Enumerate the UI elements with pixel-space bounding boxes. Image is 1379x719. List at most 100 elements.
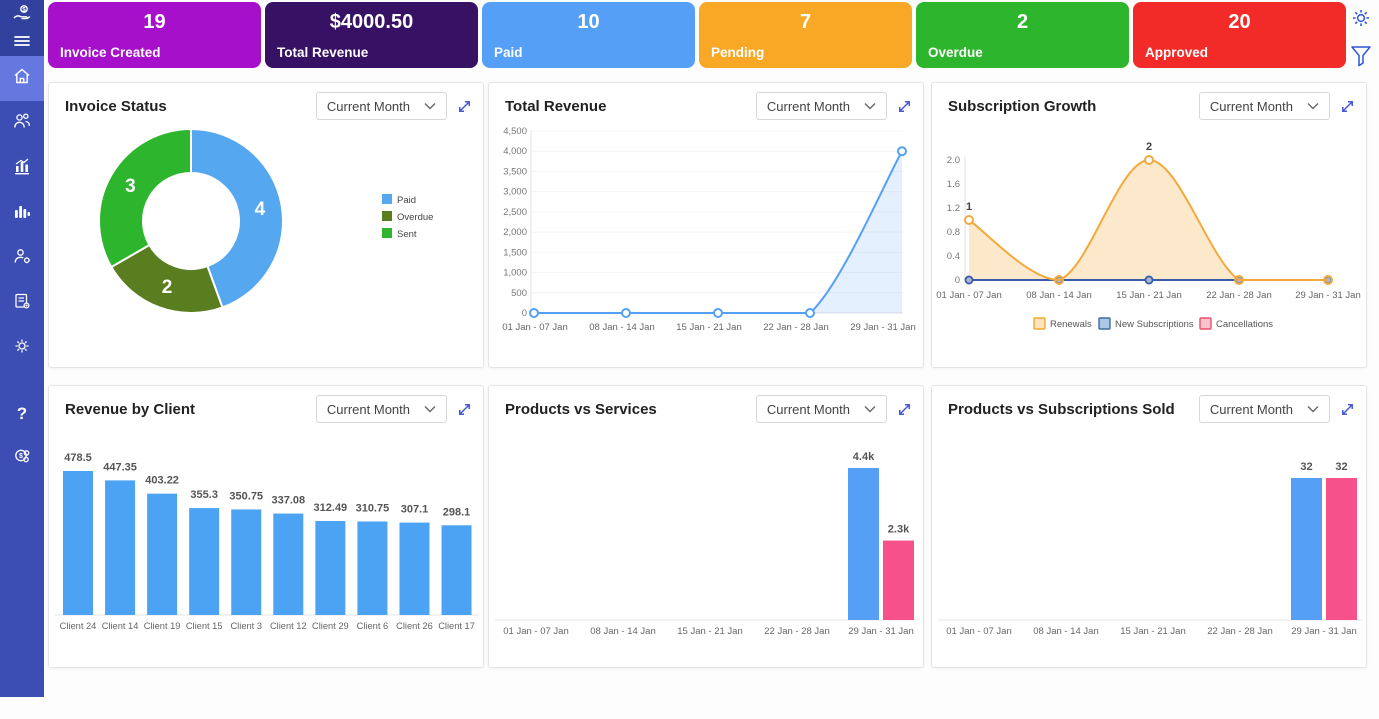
sidebar-item-user-settings[interactable] (0, 236, 44, 281)
svg-text:15 Jan - 21 Jan: 15 Jan - 21 Jan (1116, 290, 1182, 301)
kpi-paid: 10 Paid (482, 2, 695, 68)
svg-text:1.2: 1.2 (947, 203, 960, 214)
svg-text:22 Jan - 28 Jan: 22 Jan - 28 Jan (1206, 290, 1272, 301)
svg-text:15 Jan - 21 Jan: 15 Jan - 21 Jan (1120, 626, 1186, 637)
clients-icon (12, 111, 32, 136)
svg-text:New Subscriptions: New Subscriptions (1115, 319, 1194, 330)
kpi-label: Total Revenue (277, 45, 369, 60)
svg-text:Client 26: Client 26 (396, 621, 433, 631)
timeframe-value: Current Month (1209, 401, 1293, 417)
svg-text:298.1: 298.1 (443, 506, 471, 518)
kpi-overdue: 2 Overdue (916, 2, 1129, 68)
sidebar-item-invoices[interactable] (0, 281, 44, 326)
svg-text:15 Jan - 21 Jan: 15 Jan - 21 Jan (676, 322, 742, 333)
svg-text:2: 2 (162, 277, 173, 298)
svg-text:355.3: 355.3 (190, 489, 218, 501)
svg-text:3,500: 3,500 (503, 166, 527, 177)
subscription-growth-line-chart: 0 0.4 0.8 1.2 1.6 2.0 1 2 01 Jan - 07 Jan 08 Jan … (936, 141, 1361, 330)
analytics-bars-icon (12, 201, 32, 226)
panel-title: Products vs Subscriptions Sold (948, 400, 1175, 418)
svg-text:$: $ (22, 7, 26, 13)
svg-text:2,500: 2,500 (503, 207, 527, 218)
svg-text:403.22: 403.22 (145, 475, 179, 487)
timeframe-select[interactable]: Current Month (755, 92, 887, 120)
svg-text:337.08: 337.08 (271, 495, 305, 507)
revenue-by-client-bar-chart: 478.5 Client 24 447.35 Client 14 403.22 Clien… (55, 452, 479, 631)
chevron-down-icon (424, 406, 436, 413)
svg-text:0.8: 0.8 (947, 227, 960, 238)
svg-text:22 Jan - 28 Jan: 22 Jan - 28 Jan (1207, 626, 1273, 637)
kpi-value: 2 (1016, 11, 1029, 33)
svg-text:Client 29: Client 29 (312, 621, 349, 631)
expand-icon[interactable] (1339, 401, 1356, 418)
sidebar-item-home[interactable] (0, 56, 44, 101)
filter-button[interactable] (1350, 44, 1372, 73)
sidebar-item-settings[interactable] (0, 326, 44, 371)
home-icon (12, 66, 32, 91)
kpi-label: Paid (494, 45, 523, 60)
total-revenue-area-chart: 0 500 1,000 1,500 2,000 2,500 3,000 3,500 4,000 4… (502, 126, 916, 333)
dashboard-settings-button[interactable] (1349, 6, 1373, 35)
svg-text:Client 3: Client 3 (230, 621, 262, 631)
svg-text:0: 0 (522, 308, 527, 319)
svg-text:Paid: Paid (397, 195, 416, 206)
kpi-value: 7 (799, 11, 812, 33)
chevron-down-icon (1307, 406, 1319, 413)
svg-text:310.75: 310.75 (356, 502, 390, 514)
svg-text:2: 2 (1146, 141, 1152, 153)
invoice-status-donut-chart: 4 2 3 Paid Overdue Sent (98, 127, 433, 314)
gear-icon (1349, 10, 1373, 34)
svg-text:Sent: Sent (397, 229, 417, 240)
reports-chart-icon (12, 156, 32, 181)
svg-text:Overdue: Overdue (397, 212, 433, 223)
svg-text:4,000: 4,000 (503, 146, 527, 157)
expand-icon[interactable] (1339, 98, 1356, 115)
panel-title: Total Revenue (505, 97, 607, 115)
expand-icon[interactable] (896, 98, 913, 115)
svg-text:01 Jan - 07 Jan: 01 Jan - 07 Jan (946, 626, 1012, 637)
sidebar-item-reports[interactable] (0, 146, 44, 191)
expand-icon[interactable] (456, 98, 473, 115)
svg-text:01 Jan - 07 Jan: 01 Jan - 07 Jan (503, 626, 569, 637)
expand-icon[interactable] (456, 401, 473, 418)
sidebar-item-analytics[interactable] (0, 191, 44, 236)
timeframe-select[interactable]: Current Month (1198, 92, 1330, 120)
sidebar-logo-block: $ (0, 0, 44, 56)
chevron-down-icon (424, 103, 436, 110)
sidebar-item-billing[interactable]: $ (0, 436, 44, 481)
svg-text:Client 6: Client 6 (357, 621, 389, 631)
sidebar-item-clients[interactable] (0, 101, 44, 146)
timeframe-select[interactable]: Current Month (315, 395, 447, 423)
kpi-label: Pending (711, 45, 765, 60)
kpi-value: $4000.50 (329, 11, 414, 33)
timeframe-value: Current Month (326, 401, 410, 417)
svg-text:Cancellations: Cancellations (1216, 319, 1273, 330)
svg-text:Renewals: Renewals (1050, 319, 1092, 330)
panel-title: Products vs Services (505, 400, 657, 418)
kpi-total-revenue: $4000.50 Total Revenue (265, 2, 478, 68)
svg-text:15 Jan - 21 Jan: 15 Jan - 21 Jan (677, 626, 743, 637)
expand-icon[interactable] (896, 401, 913, 418)
svg-text:1: 1 (966, 201, 972, 213)
svg-text:2.3k: 2.3k (888, 524, 910, 536)
svg-text:4.4k: 4.4k (853, 451, 875, 463)
svg-text:312.49: 312.49 (314, 502, 348, 514)
svg-text:350.75: 350.75 (229, 490, 263, 502)
svg-text:22 Jan - 28 Jan: 22 Jan - 28 Jan (763, 322, 829, 333)
svg-text:3: 3 (125, 176, 136, 197)
panel-total-revenue: Total Revenue Current Month 0 500 1,000 1,5… (488, 82, 924, 368)
timeframe-select[interactable]: Current Month (755, 395, 887, 423)
svg-text:08 Jan - 14 Jan: 08 Jan - 14 Jan (1026, 290, 1092, 301)
svg-text:4,500: 4,500 (503, 126, 527, 137)
panel-invoice-status: Invoice Status Current Month 4 2 3 Paid Over… (48, 82, 484, 368)
products-vs-services-bar-chart: 4.4k 2.3k 01 Jan - 07 Jan 08 Jan - 14 Jan 15… (495, 451, 919, 637)
svg-text:0: 0 (955, 275, 960, 286)
timeframe-select[interactable]: Current Month (315, 92, 447, 120)
svg-text:Client 12: Client 12 (270, 621, 307, 631)
sidebar-item-help[interactable]: ? (0, 391, 44, 436)
svg-text:Client 14: Client 14 (102, 621, 139, 631)
timeframe-value: Current Month (326, 98, 410, 114)
menu-toggle[interactable] (12, 34, 32, 52)
kpi-approved: 20 Approved (1133, 2, 1346, 68)
timeframe-select[interactable]: Current Month (1198, 395, 1330, 423)
